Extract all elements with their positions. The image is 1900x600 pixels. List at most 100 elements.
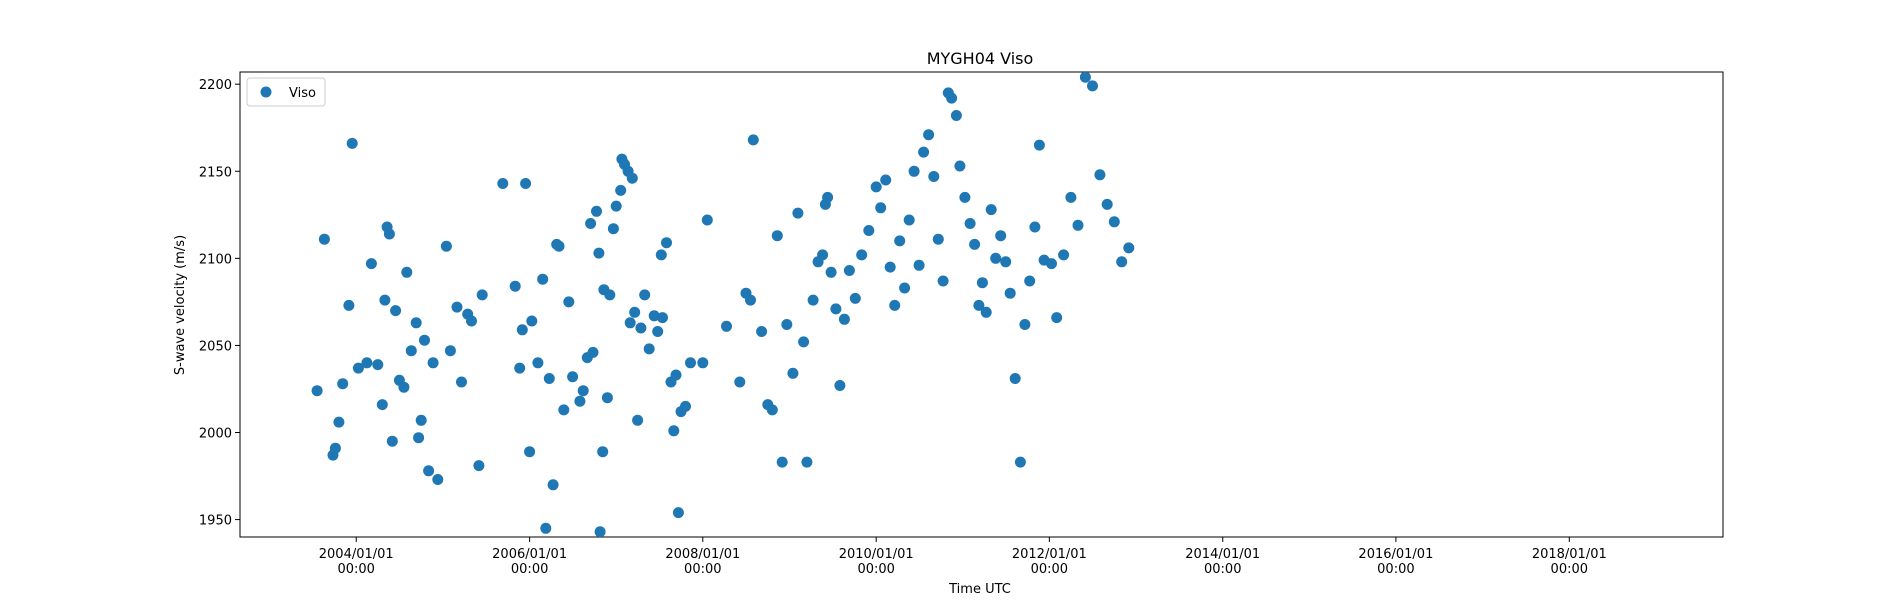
data-point <box>444 345 456 357</box>
data-point <box>524 446 536 458</box>
data-point <box>593 247 605 259</box>
data-point <box>756 326 768 337</box>
data-point <box>807 294 819 306</box>
data-point <box>918 146 930 158</box>
data-point <box>629 306 641 318</box>
data-point <box>1065 191 1077 203</box>
data-point <box>655 249 667 261</box>
data-point <box>390 305 402 317</box>
data-point <box>964 218 976 229</box>
plot-frame <box>239 71 1724 538</box>
chart-title: MYGH04 Viso <box>927 49 1034 68</box>
data-point <box>657 312 668 324</box>
data-point <box>423 465 435 477</box>
data-point <box>870 181 882 193</box>
data-point <box>1029 221 1041 233</box>
data-point <box>1094 169 1106 181</box>
data-point <box>547 479 559 491</box>
y-tick-label: 2000 <box>199 427 232 442</box>
data-point <box>632 414 644 426</box>
data-point <box>318 233 330 245</box>
data-point <box>361 357 373 369</box>
x-tick-label: 2010/01/01 <box>839 547 914 562</box>
data-point <box>908 165 920 177</box>
data-point <box>643 343 655 355</box>
data-point <box>626 172 638 184</box>
data-point <box>386 435 398 447</box>
data-point <box>880 174 892 186</box>
x-tick-time-label: 00:00 <box>337 562 374 577</box>
data-point <box>343 299 355 311</box>
data-point <box>985 204 997 216</box>
y-axis: 1950 2000 2050 2100 2150 2200 <box>199 78 240 529</box>
x-tick-label: 2016/01/01 <box>1358 547 1433 562</box>
data-point <box>648 310 660 322</box>
data-point <box>466 315 477 327</box>
data-point <box>1009 373 1021 384</box>
data-point <box>849 292 861 304</box>
data-point <box>801 456 813 468</box>
data-point <box>701 214 713 226</box>
data-point <box>894 235 906 247</box>
data-point <box>514 362 526 374</box>
x-tick-time-label: 00:00 <box>1377 562 1414 577</box>
data-point <box>1033 139 1045 151</box>
data-point <box>352 362 364 374</box>
data-point <box>959 191 971 203</box>
data-points <box>311 72 1135 537</box>
data-point <box>1087 80 1098 92</box>
data-point <box>661 237 672 249</box>
data-point <box>817 249 829 261</box>
data-point <box>856 249 868 261</box>
x-tick-time-label: 00:00 <box>857 562 894 577</box>
data-point <box>398 381 410 393</box>
data-point <box>976 277 988 289</box>
data-point <box>1123 242 1135 254</box>
y-tick-label: 2200 <box>199 78 232 93</box>
x-tick-label: 2006/01/01 <box>492 547 567 562</box>
data-point <box>834 380 846 391</box>
data-point <box>451 301 463 313</box>
data-point <box>383 228 395 240</box>
data-point <box>337 378 349 390</box>
y-tick-label: 2150 <box>199 165 232 180</box>
data-point <box>863 225 875 236</box>
data-point <box>830 303 842 315</box>
data-point <box>432 474 444 485</box>
data-point <box>973 299 985 311</box>
data-point <box>346 137 358 149</box>
data-point <box>838 313 850 325</box>
data-point <box>787 367 799 379</box>
data-point <box>903 214 915 226</box>
legend: Viso <box>246 77 326 107</box>
data-point <box>587 346 599 358</box>
data-point <box>889 299 901 311</box>
data-point <box>585 218 597 229</box>
data-point <box>624 317 636 329</box>
data-point <box>333 416 345 428</box>
data-point <box>574 395 586 407</box>
data-point <box>884 261 896 273</box>
x-tick-time-label: 00:00 <box>1031 562 1068 577</box>
data-point <box>591 205 602 217</box>
data-point <box>558 404 570 416</box>
data-point <box>1108 216 1120 228</box>
data-point <box>1116 256 1128 268</box>
data-point <box>567 371 579 383</box>
data-point <box>1079 72 1091 83</box>
data-point <box>607 223 619 235</box>
data-point <box>509 280 521 292</box>
x-tick-time-label: 00:00 <box>1204 562 1241 577</box>
data-point <box>954 160 966 172</box>
data-point <box>427 357 439 369</box>
data-point <box>329 442 341 454</box>
data-point <box>899 282 911 294</box>
data-point <box>734 376 746 388</box>
data-point <box>995 230 1007 242</box>
data-point <box>843 265 855 276</box>
data-point <box>516 324 528 336</box>
x-axis-label: Time UTC <box>948 582 1011 597</box>
y-tick-label: 1950 <box>199 514 232 529</box>
data-point <box>553 240 565 252</box>
y-tick-label: 2050 <box>199 339 232 354</box>
